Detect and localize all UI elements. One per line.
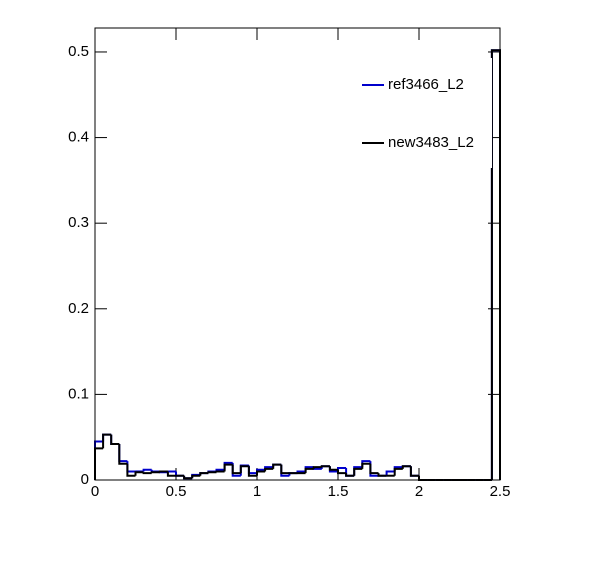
histogram-bin — [361, 462, 371, 469]
histogram-bin — [142, 468, 152, 472]
histogram-bin — [215, 470, 225, 473]
histogram-bin — [401, 465, 411, 469]
histogram-bin — [345, 473, 355, 477]
x-tick-label: 2 — [415, 483, 423, 500]
histogram-bin — [118, 444, 128, 465]
y-tick-label: 0.1 — [68, 385, 89, 402]
histogram-bin — [256, 470, 266, 476]
histogram-bin — [207, 471, 217, 474]
y-tick-label: 0.5 — [68, 43, 89, 60]
histogram-bin — [102, 433, 112, 449]
histogram-bin — [264, 467, 274, 472]
histogram-bin — [150, 471, 160, 474]
histogram-bin — [247, 466, 257, 477]
histogram-bin — [183, 475, 193, 480]
x-tick-label: 2.5 — [490, 483, 511, 500]
histogram-bin — [191, 474, 201, 479]
x-tick-label: 0.5 — [166, 483, 187, 500]
x-tick-label: 1 — [253, 483, 261, 500]
histogram-bin — [231, 464, 241, 475]
y-tick-label: 0 — [81, 471, 89, 488]
histogram-bin — [142, 472, 152, 475]
histogram-bin — [158, 470, 168, 473]
x-tick-label: 1.5 — [328, 483, 349, 500]
histogram-bin — [280, 464, 290, 475]
histogram-bin — [377, 473, 387, 477]
histogram-bin — [409, 466, 419, 477]
histogram-bin — [320, 465, 330, 468]
y-tick-label: 0.4 — [68, 129, 89, 146]
x-tick-label: 0 — [91, 483, 99, 500]
histogram-bin — [223, 463, 233, 472]
legend-box — [357, 58, 492, 168]
histogram-bin — [239, 465, 249, 474]
histogram-bin — [369, 463, 379, 475]
legend-label: ref3466_L2 — [388, 76, 464, 93]
histogram-bin — [110, 434, 120, 446]
histogram-bin — [385, 470, 395, 476]
histogram-bin — [166, 471, 176, 477]
histogram-bin — [328, 466, 338, 471]
frame — [94, 27, 501, 481]
histogram-bin — [272, 463, 282, 469]
histogram-bin — [353, 467, 363, 476]
legend: ref3466_L2 new3483_L2 — [357, 58, 492, 168]
histogram-bin — [134, 471, 144, 476]
y-tick-label: 0.2 — [68, 300, 89, 317]
histogram-bin — [393, 467, 403, 476]
y-tick-label: 0.3 — [68, 214, 89, 231]
histogram-bin — [337, 469, 347, 475]
histogram-bin — [304, 467, 314, 474]
histogram-bin — [312, 466, 322, 469]
histogram-bin — [126, 463, 136, 477]
histogram-bin — [199, 472, 209, 476]
legend-label: new3483_L2 — [388, 134, 474, 151]
histogram-bin — [166, 470, 176, 473]
